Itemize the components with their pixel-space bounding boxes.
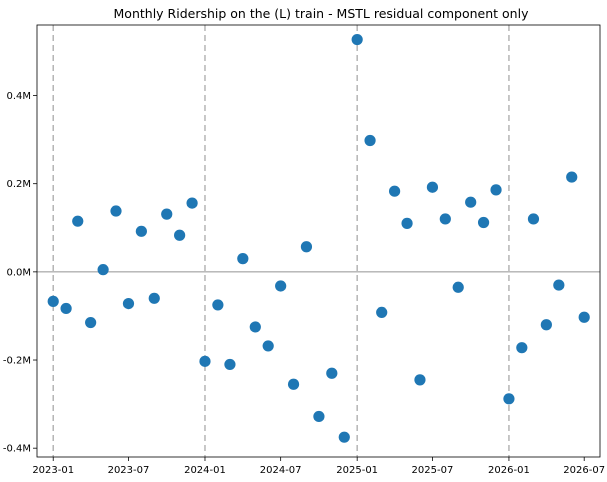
data-point [540, 319, 552, 331]
data-point [527, 213, 540, 225]
data-point [212, 299, 224, 311]
chart-title: Monthly Ridership on the (L) train - MST… [114, 6, 530, 21]
data-point [388, 185, 401, 197]
x-tick-label: 2023-07 [108, 465, 150, 476]
axes [36, 24, 601, 458]
data-point [262, 340, 274, 352]
data-point [161, 208, 173, 220]
data-point [47, 295, 59, 307]
data-point [414, 374, 426, 386]
data-point [237, 253, 249, 265]
data-point [186, 197, 198, 209]
x-axis-ticks: 2023-01 2023-07 2024-01 2024-07 2025-01 2025-… [32, 457, 605, 476]
x-tick-label: 2025-07 [412, 465, 454, 476]
data-point [338, 431, 350, 443]
data-point [465, 196, 477, 208]
y-tick-label: 0.0M [6, 267, 31, 278]
data-point [174, 229, 186, 241]
x-tick-label: 2025-01 [336, 465, 378, 476]
x-tick-label: 2026-07 [563, 465, 605, 476]
data-point [401, 217, 413, 229]
data-point [300, 241, 313, 253]
data-point [553, 279, 565, 291]
data-point [199, 355, 211, 367]
data-point [364, 134, 376, 147]
y-tick-label: -0.2M [3, 356, 31, 367]
data-point [148, 292, 160, 304]
data-point [490, 184, 502, 196]
data-point [224, 358, 236, 371]
data-point [275, 280, 287, 292]
plot-area-frame [36, 24, 601, 458]
data-point [578, 311, 590, 323]
data-point [477, 216, 490, 229]
data-point [326, 367, 338, 379]
data-point [376, 306, 388, 319]
data-point [135, 225, 147, 237]
data-point [452, 281, 464, 293]
data-point [97, 264, 109, 276]
data-point [60, 302, 72, 315]
data-point [110, 205, 122, 217]
data-points [47, 33, 590, 443]
y-axis-ticks: -0.4M -0.2M 0.0M 0.2M 0.4M [3, 91, 37, 455]
data-point [287, 378, 300, 390]
data-point [85, 316, 97, 329]
data-point [122, 297, 135, 310]
x-tick-label: 2024-01 [184, 465, 226, 476]
data-point [516, 342, 528, 354]
data-point [249, 321, 261, 333]
data-point [72, 215, 84, 227]
data-point [351, 33, 363, 46]
data-point [503, 393, 515, 405]
reference-lines [37, 25, 600, 457]
data-point [566, 171, 578, 183]
data-point [313, 410, 325, 423]
y-tick-label: 0.4M [6, 91, 31, 102]
x-tick-label: 2023-01 [32, 465, 74, 476]
x-tick-label: 2024-07 [260, 465, 302, 476]
data-point [439, 213, 451, 225]
y-tick-label: -0.4M [3, 444, 31, 455]
data-point [426, 181, 439, 193]
x-tick-label: 2026-01 [488, 465, 530, 476]
y-tick-label: 0.2M [6, 179, 31, 190]
